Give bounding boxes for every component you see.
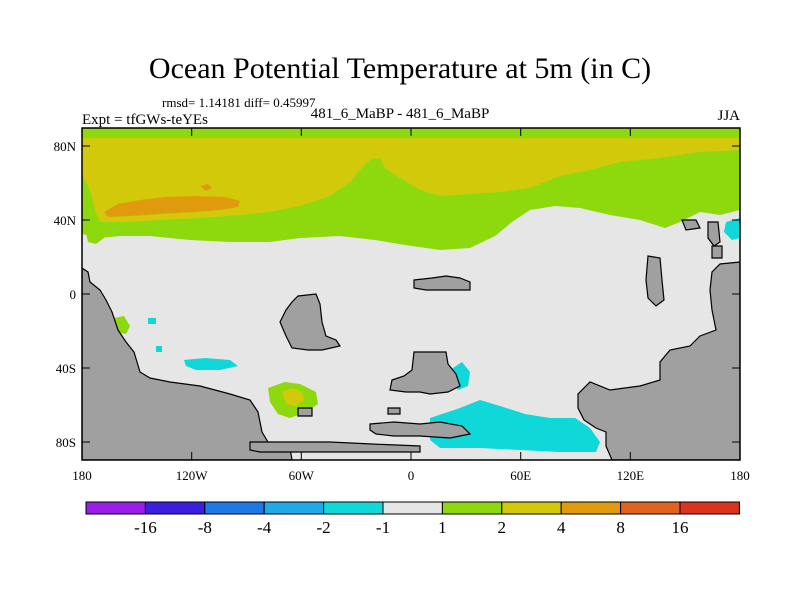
lat-label-0: 0 [70,287,77,302]
colorbar-swatch [144,501,206,515]
lat-label-40s: 40S [56,361,76,376]
colorbar-label: 1 [438,518,447,537]
land-antarctic-strip [249,441,421,453]
lon-label-180w: 180 [72,468,92,483]
lat-label-80s: 80S [56,435,76,450]
anomaly-cyan-dot-a [148,318,156,324]
map-ticks [82,128,740,460]
land-south-small-b [387,407,401,415]
land-east-island-b [681,219,701,231]
colorbar-swatch [560,501,622,515]
colorbar-swatch [679,501,740,515]
lat-label-40n: 40N [54,213,77,228]
colorbar-swatch [263,501,325,515]
land-masses [82,219,740,460]
colorbar-label: 8 [616,518,625,537]
colorbar: -16 -8 -4 -2 -1 1 2 4 8 16 [85,501,740,537]
experiment-label: Expt = tfGWs-teYEs [82,112,208,128]
colorbar-label: -2 [317,518,331,537]
colorbar-swatch [323,501,384,515]
anomaly-cyan-east [724,218,740,240]
land-southern-strip [369,421,472,439]
anomaly-green-west [86,230,104,244]
anomaly-yellow-south [282,388,304,406]
lat-label-80n: 80N [54,139,77,154]
land-central-island [279,293,341,351]
land-south-cluster [389,351,461,395]
anomaly-cyan-southern [430,400,600,452]
land-small-north [413,275,471,291]
colorbar-label: -4 [257,518,272,537]
anomaly-cyan-dot-b [156,346,162,352]
colorbar-swatch [620,501,681,515]
lon-label-60w: 60W [289,468,315,483]
colorbar-label: -16 [134,518,157,537]
colorbar-swatch [204,501,265,515]
land-east [577,261,740,460]
colorbar-label: 4 [557,518,566,537]
anomaly-orange-dot [200,184,212,191]
lon-label-60e: 60E [510,468,531,483]
comparison-label: 481_6_MaBP - 481_6_MaBP [310,106,490,122]
colorbar-label: -1 [376,518,390,537]
colorbar-swatch [382,501,443,515]
colorbar-swatch [501,501,562,515]
lon-label-180e: 180 [730,468,750,483]
land-east-island-c [707,221,721,247]
land-east-island-d [711,245,723,259]
colorbar-label: 2 [498,518,507,537]
stats-text: rmsd= 1.14181 diff= 0.45997 [162,95,316,110]
colorbar-label: -8 [198,518,212,537]
lon-label-0: 0 [408,468,415,483]
lon-label-120e: 120E [617,468,645,483]
map-fields [82,128,740,460]
season-label: JJA [717,108,740,124]
lon-label-120w: 120W [176,468,209,483]
colorbar-label: 16 [672,518,689,537]
anomaly-yellow-band [82,138,740,222]
colorbar-swatch [441,501,503,515]
land-south-small-a [297,407,313,417]
land-east-island-a [645,255,665,307]
map-title: Ocean Potential Temperature at 5m (in C) [148,52,652,85]
anomaly-orange-patch [104,196,240,217]
colorbar-swatch [85,501,146,515]
anomaly-cyan-pacific [184,358,238,370]
